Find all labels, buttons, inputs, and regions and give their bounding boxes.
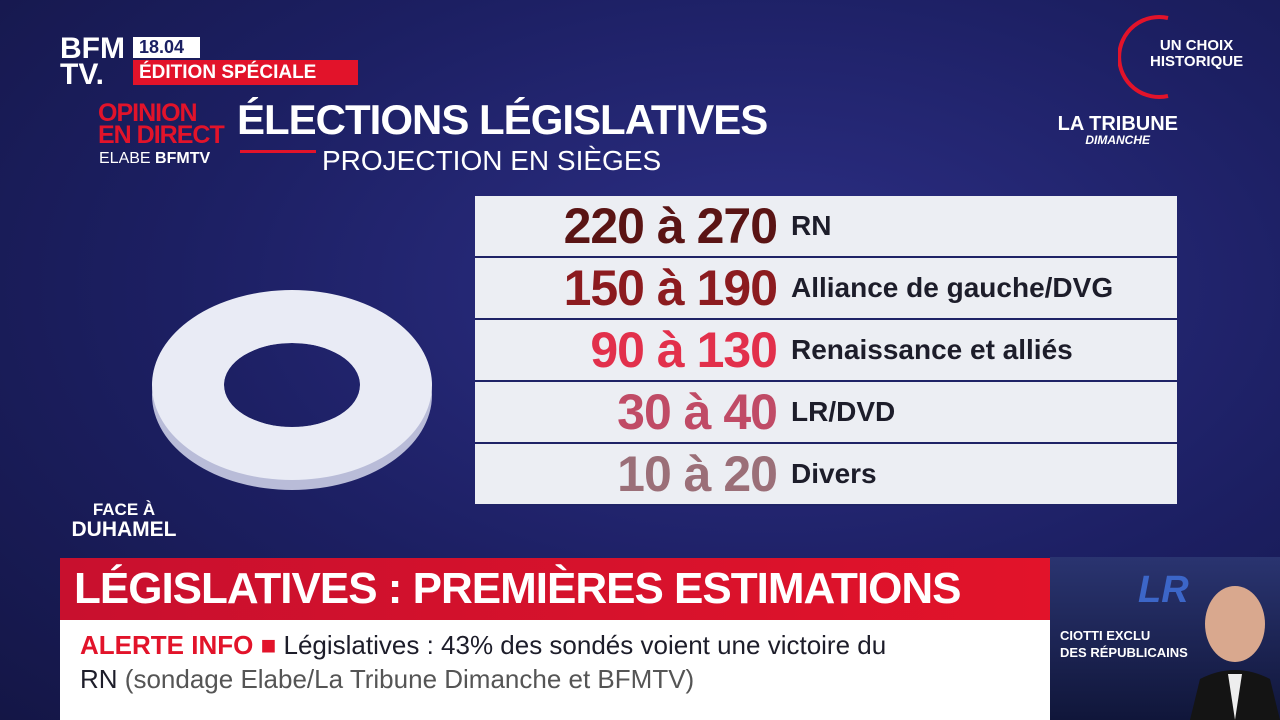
seat-range: 220 à 270	[563, 198, 778, 254]
logo-line: BFM	[60, 32, 125, 65]
show-line: FACE À	[92, 500, 156, 519]
badge-ring	[1118, 15, 1169, 99]
party: Alliance de gauche/DVG	[791, 272, 1114, 303]
ticker-label: ALERTE INFO	[80, 630, 254, 660]
seat-range: 10 à 20	[617, 446, 778, 502]
inset-logo: LR	[1138, 569, 1189, 611]
show-line: DUHAMEL	[71, 518, 177, 541]
inset-caption: CIOTTI EXCLU DES RÉPUBLICAINS	[1060, 627, 1188, 661]
edition: ÉDITION SPÉCIALE	[133, 60, 358, 85]
partner: ELABE	[99, 150, 151, 167]
person	[1190, 586, 1280, 720]
opinion-line: EN DIRECT	[98, 121, 225, 149]
table-row: 30 à 40 LR/DVD	[475, 382, 1177, 444]
partners: ELABE BFMTV	[99, 150, 210, 168]
opinion: OPINION EN DIRECT	[98, 99, 225, 149]
opinion-line: OPINION	[98, 99, 198, 127]
table-row: 150 à 190 Alliance de gauche/DVG	[475, 258, 1177, 320]
headline: LÉGISLATIVES : PREMIÈRES ESTIMATIONS SUR…	[60, 558, 1050, 663]
ticker-line: ALERTE INFO ■ Législatives : 43% des son…	[80, 630, 887, 660]
table-row: 10 à 20 Divers	[475, 444, 1177, 506]
inset: LR CIOTTI EXCLU DES RÉPUBLICAINS	[1050, 557, 1280, 720]
partner: BFMTV	[155, 150, 211, 167]
badge-line: HISTORIQUE	[1150, 53, 1244, 70]
badge: UN CHOIX HISTORIQUE	[1150, 38, 1243, 70]
inset-line: CIOTTI EXCLU	[1060, 628, 1151, 643]
table-row: 220 à 270 RN	[475, 196, 1177, 258]
ticker-text: (sondage Elabe/La Tribune Dimanche et BF…	[124, 664, 695, 694]
party: RN	[791, 210, 832, 241]
seat-range: 30 à 40	[617, 384, 778, 440]
subtitle: PROJECTION EN SIÈGES	[322, 145, 662, 176]
inset-line: DES RÉPUBLICAINS	[1060, 645, 1188, 660]
party: LR/DVD	[791, 396, 896, 427]
party: Divers	[791, 458, 877, 489]
seat-range: 150 à 190	[563, 260, 778, 316]
logo: BFM TV.	[60, 32, 125, 91]
party: Renaissance et alliés	[791, 334, 1073, 365]
clock: 18.04	[133, 37, 200, 58]
rule	[240, 150, 316, 153]
table: 220 à 270 RN 150 à 190 Alliance de gauche/D…	[475, 196, 1177, 506]
badge-line: UN CHOIX	[1159, 37, 1234, 54]
ticker-text: RN	[80, 664, 118, 694]
seat-range: 90 à 130	[590, 322, 778, 378]
table-row: 90 à 130 Renaissance et alliés	[475, 320, 1177, 382]
logo-line: TV.	[60, 58, 104, 91]
title: ÉLECTIONS LÉGISLATIVES	[237, 96, 768, 143]
ticker-line: RN (sondage Elabe/La Tribune Dimanche et…	[80, 664, 694, 695]
show: FACE À DUHAMEL	[64, 500, 184, 540]
ring	[152, 290, 432, 490]
ticker-text: Législatives : 43% des sondés voient une…	[283, 630, 887, 660]
ticker: ALERTE INFO ■ Législatives : 43% des son…	[60, 620, 1050, 720]
tribune-line: DIMANCHE	[1085, 133, 1150, 147]
tribune-line: LA TRIBUNE	[1057, 113, 1178, 135]
tribune: LA TRIBUNE DIMANCHE	[1040, 113, 1178, 148]
